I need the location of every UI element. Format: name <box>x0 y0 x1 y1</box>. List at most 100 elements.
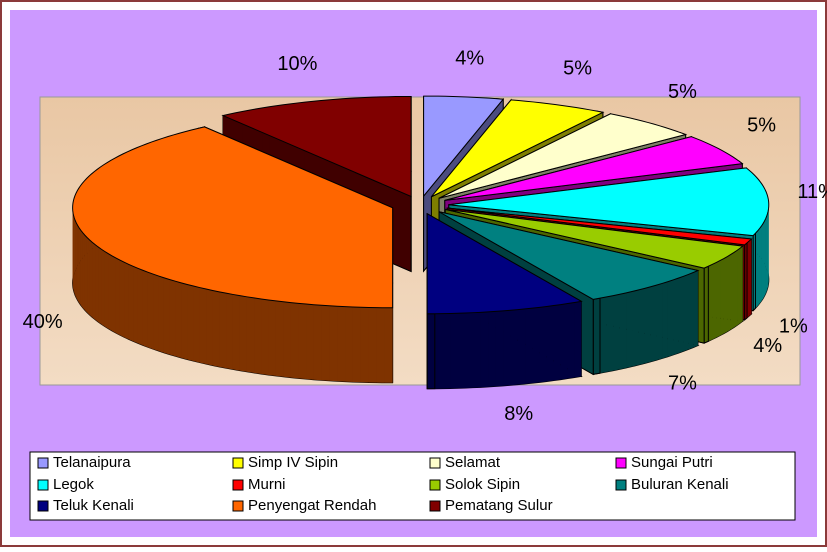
slice-side <box>593 298 600 374</box>
data-label: 11% <box>797 181 827 203</box>
slice-side <box>450 313 458 388</box>
legend-label: Teluk Kenali <box>53 497 134 514</box>
legend-label: Selamat <box>445 454 501 471</box>
legend-swatch <box>430 480 440 490</box>
slice-side <box>261 299 268 375</box>
legend-label: Murni <box>248 476 286 493</box>
slice-side <box>662 282 668 359</box>
slice-side <box>353 307 361 382</box>
slice-side <box>749 239 751 316</box>
slice-side <box>240 296 247 372</box>
slice-side <box>361 307 369 382</box>
slice-side <box>369 308 377 383</box>
slice-side <box>626 291 632 367</box>
slice-side <box>200 288 206 364</box>
slice-side <box>758 228 760 305</box>
slice-side <box>129 264 134 341</box>
slice-side <box>465 313 473 388</box>
slice-side <box>143 270 148 347</box>
slice-side <box>322 305 330 381</box>
slice-side <box>673 278 678 355</box>
legend-label: Legok <box>53 476 94 493</box>
slice-side <box>761 224 763 301</box>
slice-side <box>704 266 708 343</box>
legend-swatch <box>430 501 440 511</box>
slice-side <box>291 303 299 379</box>
legend-swatch <box>38 501 48 511</box>
slice-side <box>206 289 213 365</box>
slice-side <box>668 280 673 357</box>
slice-side <box>427 314 435 389</box>
slice-side <box>525 308 532 384</box>
legend-label: Buluran Kenali <box>631 476 729 493</box>
legend-swatch <box>38 480 48 490</box>
slice-side <box>473 312 481 387</box>
slice-side <box>639 288 645 365</box>
slice-side <box>693 271 698 348</box>
slice-side <box>656 283 662 360</box>
slice-side <box>108 254 112 331</box>
data-label: 5% <box>563 58 592 80</box>
slice-side <box>92 242 95 319</box>
slice-side <box>712 262 716 339</box>
slice-side <box>763 221 764 298</box>
data-label: 10% <box>277 53 317 75</box>
slice-side <box>133 266 138 343</box>
slice-side <box>98 247 101 324</box>
slice-side <box>766 216 767 293</box>
slice-side <box>269 300 276 376</box>
slice-side <box>488 311 496 386</box>
slice-side <box>175 281 181 358</box>
legend-label: Penyengat Rendah <box>248 497 376 514</box>
legend-swatch <box>233 501 243 511</box>
slice-side <box>337 306 345 381</box>
slice-side <box>547 306 554 382</box>
slice-side <box>95 245 98 322</box>
data-label: 4% <box>455 47 484 69</box>
slice-side <box>181 283 187 360</box>
slice-side <box>613 294 620 370</box>
slice-side <box>620 293 626 369</box>
slice-side <box>247 297 254 373</box>
legend-label: Solok Sipin <box>445 476 520 493</box>
slice-side <box>254 298 261 374</box>
legend-swatch <box>616 458 626 468</box>
slice-side <box>481 312 489 387</box>
slice-side <box>767 214 768 291</box>
slice-side <box>377 308 385 383</box>
slice-side <box>124 262 128 339</box>
slice-side <box>503 310 510 386</box>
slice-side <box>435 314 443 389</box>
legend-label: Telanaipura <box>53 454 131 471</box>
legend-swatch <box>616 480 626 490</box>
slice-side <box>688 272 693 349</box>
data-label: 40% <box>23 311 63 333</box>
slice-side <box>116 258 120 335</box>
slice-side <box>112 256 116 333</box>
slice-side <box>138 268 143 345</box>
slice-side <box>561 304 568 380</box>
legend-label: Pematang Sulur <box>445 497 553 514</box>
slice-side <box>731 252 734 329</box>
slice-side <box>105 251 109 328</box>
slice-side <box>678 276 683 353</box>
slice-side <box>607 296 614 372</box>
legend-swatch <box>233 458 243 468</box>
slice-side <box>345 307 353 382</box>
slice-side <box>740 246 743 323</box>
slice-side <box>518 309 525 385</box>
slice-side <box>727 254 730 331</box>
slice-side <box>767 211 768 288</box>
slice-side <box>568 302 575 378</box>
slice-side <box>683 274 688 351</box>
data-label: 4% <box>753 335 782 357</box>
slice-side <box>734 250 737 327</box>
slice-side <box>651 285 657 362</box>
slice-side <box>633 290 639 367</box>
slice-side <box>298 303 306 379</box>
slice-side <box>575 301 582 377</box>
slice-side <box>645 287 651 364</box>
data-label: 5% <box>668 81 697 103</box>
slice-side <box>442 313 450 388</box>
